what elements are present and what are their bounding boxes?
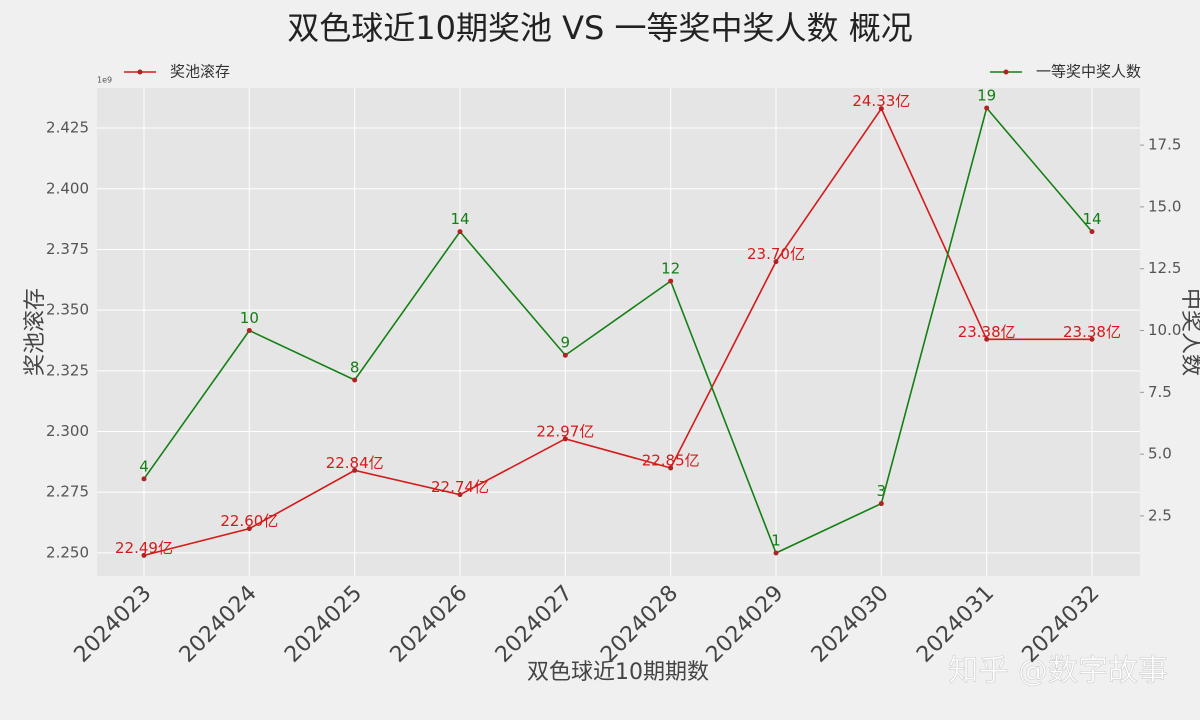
plot-area	[97, 88, 1140, 576]
x-axis-label: 双色球近10期期数	[527, 660, 709, 685]
y2-tick-label: 17.5	[1148, 136, 1181, 154]
data-point	[878, 501, 884, 507]
watermark: 知乎 @数字故事	[948, 654, 1168, 689]
y2-tick-label: 7.5	[1148, 383, 1172, 401]
data-label: 19	[977, 87, 996, 105]
data-label: 22.49亿	[115, 539, 173, 557]
data-point	[878, 106, 884, 112]
data-label: 22.85亿	[642, 451, 700, 469]
y-tick-label: 2.275	[46, 483, 89, 501]
data-point	[562, 436, 568, 442]
data-point	[562, 352, 568, 358]
y-tick-label: 2.250	[46, 543, 89, 561]
y-tick-label: 2.325	[46, 361, 89, 379]
data-label: 14	[1082, 210, 1101, 228]
legend-swatch	[1003, 69, 1009, 75]
legend-swatch	[137, 69, 143, 75]
data-point	[773, 550, 779, 556]
data-label: 14	[450, 210, 469, 228]
data-label: 4	[139, 457, 149, 475]
data-label: 22.97亿	[536, 422, 594, 440]
y2-tick-label: 2.5	[1148, 506, 1172, 524]
data-label: 10	[240, 309, 259, 327]
data-label: 8	[350, 358, 360, 376]
y2-tick-label: 12.5	[1148, 259, 1181, 277]
data-point	[352, 467, 358, 473]
y-offset-label: 1e9	[97, 76, 112, 85]
y-tick-label: 2.400	[46, 179, 89, 197]
data-point	[984, 336, 990, 342]
data-label: 22.74亿	[431, 478, 489, 496]
data-label: 9	[561, 334, 571, 352]
data-point	[457, 492, 463, 498]
data-label: 23.38亿	[1063, 323, 1121, 341]
y2-tick-label: 15.0	[1148, 197, 1181, 215]
data-label: 22.60亿	[220, 512, 278, 530]
y2-axis-label: 中奖人数	[1178, 288, 1200, 376]
data-point	[1089, 336, 1095, 342]
data-label: 1	[771, 532, 781, 550]
data-point	[246, 526, 252, 532]
data-point	[246, 328, 252, 334]
data-label: 22.84亿	[326, 454, 384, 472]
legend-label: 奖池滚存	[170, 63, 230, 81]
series-line	[143, 107, 1092, 557]
data-point	[352, 377, 358, 383]
chart-title: 双色球近10期奖池 VS 一等奖中奖人数 概况	[287, 9, 912, 47]
y-tick-label: 2.425	[46, 119, 89, 137]
data-point	[668, 465, 674, 471]
data-label: 3	[877, 482, 887, 500]
y2-tick-label: 10.0	[1148, 321, 1181, 339]
y-tick-label: 2.350	[46, 301, 89, 319]
data-point	[1089, 229, 1095, 235]
y2-tick-label: 5.0	[1148, 445, 1172, 463]
data-label: 23.38亿	[958, 323, 1016, 341]
series-line	[143, 106, 1093, 555]
data-label: 12	[661, 260, 680, 278]
legend-label: 一等奖中奖人数	[1036, 63, 1141, 81]
data-point	[984, 105, 990, 111]
data-label: 24.33亿	[852, 92, 910, 110]
data-point	[668, 278, 674, 284]
data-point	[141, 476, 147, 482]
data-label: 23.70亿	[747, 245, 805, 263]
y-tick-label: 2.300	[46, 422, 89, 440]
data-point	[141, 552, 147, 558]
data-point	[773, 259, 779, 265]
data-point	[457, 229, 463, 235]
y-tick-label: 2.375	[46, 240, 89, 258]
y-axis-label: 奖池滚存	[23, 288, 48, 376]
